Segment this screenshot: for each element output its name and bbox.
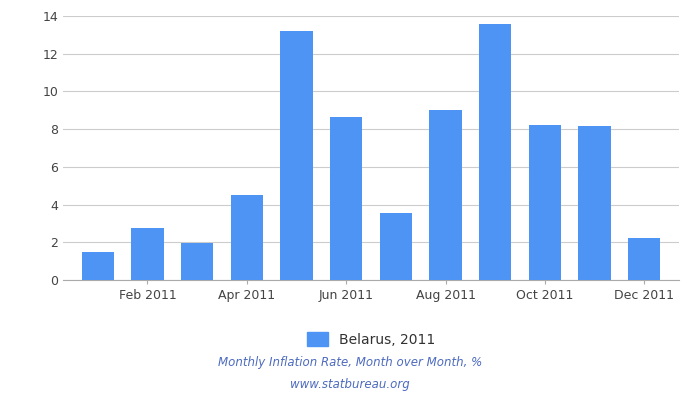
Bar [479,24,511,280]
Bar [280,31,313,280]
Bar [132,228,164,280]
Bar [578,126,610,280]
Bar [628,238,660,280]
Text: Monthly Inflation Rate, Month over Month, %: Monthly Inflation Rate, Month over Month… [218,356,482,369]
Legend: Belarus, 2011: Belarus, 2011 [301,326,441,352]
Bar [231,195,263,280]
Bar [379,213,412,280]
Bar [429,110,462,280]
Bar [330,117,363,280]
Bar [82,252,114,280]
Bar [181,243,214,280]
Bar [528,125,561,280]
Text: www.statbureau.org: www.statbureau.org [290,378,410,391]
